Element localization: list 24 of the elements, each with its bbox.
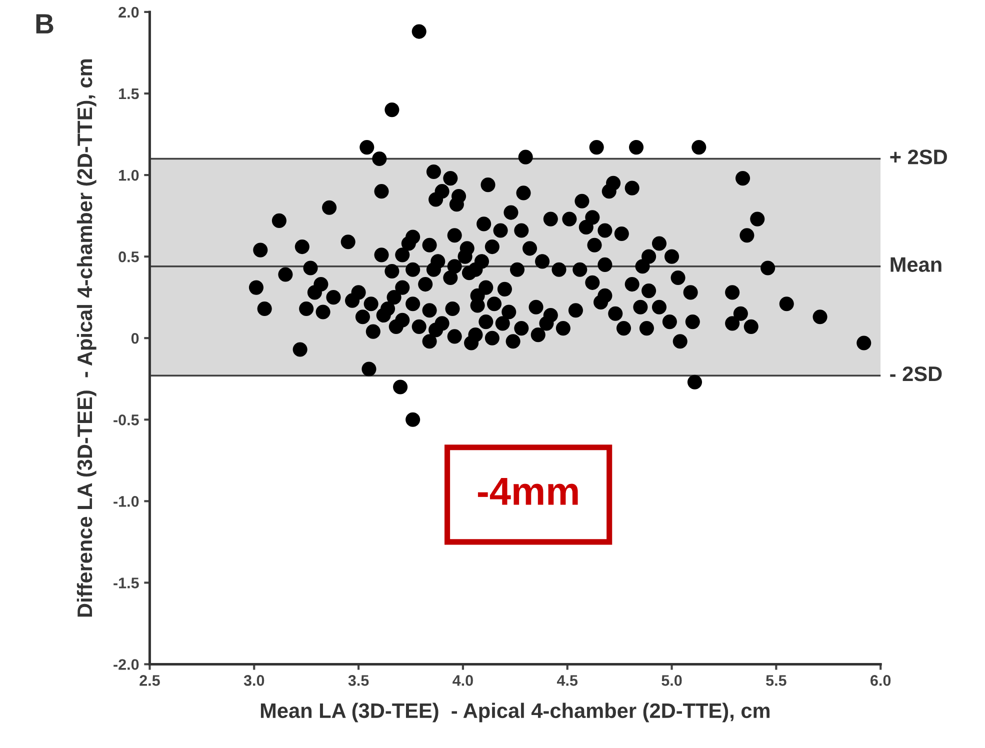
y-tick-label: -1.0 xyxy=(114,496,139,507)
y-tick-label: 1.0 xyxy=(119,170,139,181)
y-tick-label: -0.5 xyxy=(114,414,139,426)
x-tick-label: 5.5 xyxy=(766,675,786,686)
x-tick-label: 6.0 xyxy=(870,675,891,686)
y-tick-label: 0 xyxy=(131,332,139,344)
annotation: -4mm xyxy=(478,478,578,505)
y-axis-title: Difference LA (3D-TEE) - Apical 4-chamber (2D-TTE), cm xyxy=(76,59,96,617)
ref-line-label: - 2SD xyxy=(890,366,942,382)
y-tick-label: -1.5 xyxy=(114,578,139,588)
x-tick-label: 5.0 xyxy=(662,675,682,686)
x-tick-label: 3.0 xyxy=(244,675,264,686)
ref-line-label: + 2SD xyxy=(890,150,947,164)
x-tick-label: 2.5 xyxy=(140,675,160,686)
x-tick-label: 4.5 xyxy=(556,675,578,686)
x-axis-title: Mean LA (3D-TEE) - Apical 4-chamber (2D-TTE), cm xyxy=(260,702,770,722)
ref-line-label: Mean xyxy=(890,257,942,272)
y-tick-label: 1.5 xyxy=(119,88,139,100)
x-tick-label: 3.5 xyxy=(348,675,369,686)
chart-title: B xyxy=(36,14,54,34)
x-tick-label: 4.0 xyxy=(452,675,473,686)
y-tick-label: 2.0 xyxy=(118,6,139,18)
y-tick-label: -2.0 xyxy=(114,659,139,670)
y-tick-label: 0.5 xyxy=(118,251,139,262)
